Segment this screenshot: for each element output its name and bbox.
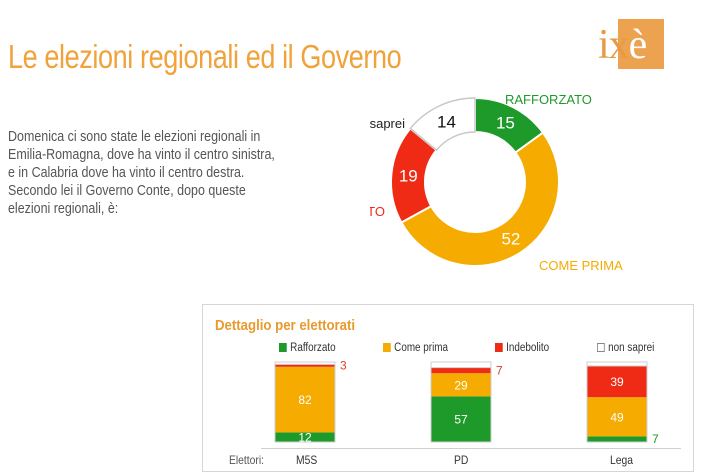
bar-frame — [430, 361, 492, 443]
bar-segment — [431, 367, 491, 374]
logo-box — [618, 19, 664, 69]
bar-segment — [275, 366, 335, 433]
donut-value-label: 52 — [501, 230, 520, 249]
legend-item-rafforzato: Rafforzato — [279, 342, 336, 354]
bar-value-label: 82 — [298, 393, 312, 407]
bar-stack: 57 29 7 — [430, 361, 503, 443]
donut-slice — [400, 131, 560, 267]
bar-value-label: 7 — [652, 432, 659, 446]
logo-text: ixè — [598, 21, 648, 69]
donut-category-label: non saprei — [370, 116, 405, 131]
question-line: Secondo lei il Governo Conte, dopo quest… — [8, 183, 246, 199]
category-label: Lega — [610, 453, 633, 467]
bar-value-label: 57 — [454, 413, 468, 427]
donut-slice — [409, 97, 476, 152]
bar-value-label: 39 — [610, 375, 624, 389]
donut-value-label: 19 — [399, 167, 418, 186]
legend-swatch — [383, 343, 391, 352]
bar-segment — [431, 396, 491, 442]
donut-value-label: 15 — [496, 113, 515, 132]
chart-baseline — [261, 448, 681, 449]
bar-stack: 12 82 3 — [274, 359, 347, 445]
question-line: elezioni regionali, è: — [8, 201, 119, 217]
bar-segment — [587, 436, 647, 442]
bar-value-label: 12 — [298, 431, 312, 445]
legend-swatch — [279, 343, 287, 352]
electorate-detail-panel: Dettaglio per elettorati Rafforzato Come… — [202, 304, 694, 472]
donut-category-label: COME PRIMA — [539, 258, 623, 273]
bar-segment — [275, 364, 335, 367]
logo-text-e: è — [628, 22, 648, 68]
legend-label: Indebolito — [506, 342, 550, 354]
donut-category-label: RAFFORZATO — [505, 92, 592, 107]
legend-item-non-saprei: non saprei — [597, 342, 654, 354]
donut-category-label: INDEBOLITO — [370, 204, 385, 219]
bar-segment — [430, 361, 492, 369]
bar-value-label: 49 — [610, 410, 624, 424]
bar-segment — [586, 361, 648, 367]
ixe-logo: ixè — [596, 17, 664, 72]
bar-frame — [586, 361, 648, 443]
legend-label: Rafforzato — [290, 342, 336, 354]
category-label: M5S — [296, 453, 318, 467]
x-axis-label: Elettori: — [229, 453, 264, 467]
stacked-bar-chart: 12 82 3 57 29 7 7 49 39 — [274, 359, 659, 446]
question-line: Emilia-Romagna, dove ha vinto il centro … — [8, 147, 275, 163]
bar-value-label: 7 — [496, 363, 503, 377]
question-line: Domenica ci sono state le elezioni regio… — [8, 129, 261, 145]
category-label: PD — [454, 453, 469, 467]
legend-label: Come prima — [394, 342, 449, 354]
legend-swatch — [597, 343, 605, 352]
page-title: Le elezioni regionali ed il Governo — [8, 38, 402, 75]
survey-question: Domenica ci sono state le elezioni regio… — [8, 128, 275, 218]
legend-item-come-prima: Come prima — [383, 342, 448, 354]
logo-text-ix: ix — [598, 22, 630, 68]
bar-value-label: 3 — [340, 359, 347, 373]
bar-segment — [587, 397, 647, 437]
legend-swatch — [495, 343, 503, 352]
bar-segment — [431, 373, 491, 397]
bar-segment — [275, 432, 335, 442]
legend-label: non saprei — [608, 342, 655, 354]
panel-title: Dettaglio per elettorati — [215, 317, 356, 334]
bar-stack: 7 49 39 — [586, 361, 659, 446]
bar-segment — [587, 366, 647, 398]
question-line: e in Calabria dove ha vinto il centro de… — [8, 165, 245, 181]
legend-item-indebolito: Indebolito — [495, 342, 549, 354]
donut-value-label: 14 — [437, 112, 456, 131]
bar-value-label: 29 — [454, 378, 468, 392]
donut-chart: 15 RAFFORZATO 52 COME PRIMA 19 INDEBOLITO 14 no… — [370, 92, 623, 273]
bar-frame — [274, 361, 336, 443]
